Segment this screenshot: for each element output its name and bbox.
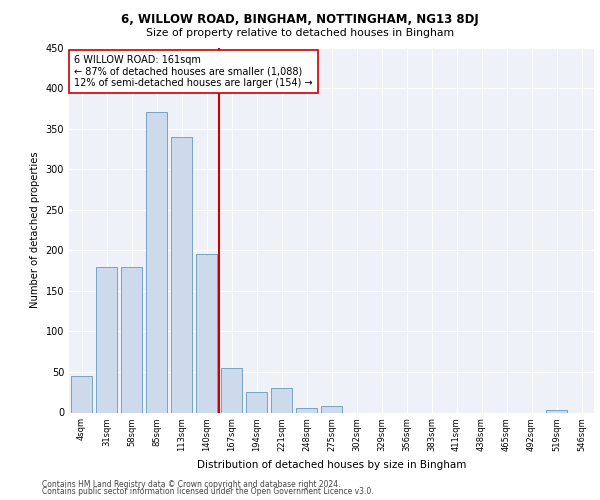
Bar	[96, 266, 117, 412]
Text: 6 WILLOW ROAD: 161sqm
← 87% of detached houses are smaller (1,088)
12% of semi-d: 6 WILLOW ROAD: 161sqm ← 87% of detached …	[74, 55, 313, 88]
Text: 6, WILLOW ROAD, BINGHAM, NOTTINGHAM, NG13 8DJ: 6, WILLOW ROAD, BINGHAM, NOTTINGHAM, NG1…	[121, 12, 479, 26]
Bar	[171, 136, 192, 412]
Bar	[546, 410, 567, 412]
Bar	[296, 408, 317, 412]
Y-axis label: Number of detached properties: Number of detached properties	[30, 152, 40, 308]
Bar	[71, 376, 92, 412]
Bar	[246, 392, 267, 412]
Text: Size of property relative to detached houses in Bingham: Size of property relative to detached ho…	[146, 28, 454, 38]
Text: Contains HM Land Registry data © Crown copyright and database right 2024.: Contains HM Land Registry data © Crown c…	[42, 480, 341, 489]
Bar	[221, 368, 242, 412]
Bar	[321, 406, 342, 412]
Bar	[196, 254, 217, 412]
Bar	[146, 112, 167, 412]
Bar	[121, 266, 142, 412]
Text: Contains public sector information licensed under the Open Government Licence v3: Contains public sector information licen…	[42, 488, 374, 496]
X-axis label: Distribution of detached houses by size in Bingham: Distribution of detached houses by size …	[197, 460, 466, 469]
Bar	[271, 388, 292, 412]
